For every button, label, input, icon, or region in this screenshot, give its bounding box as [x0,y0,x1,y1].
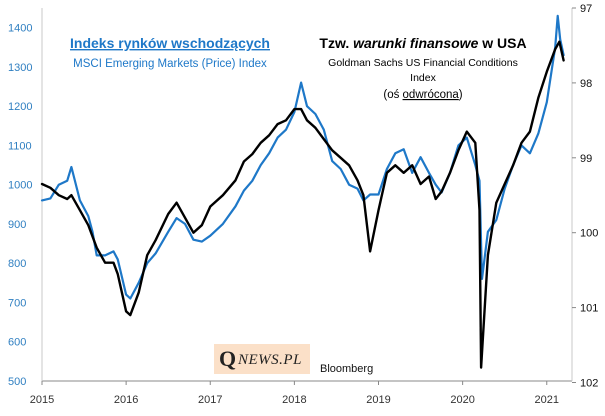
legend-black-note-suffix: ) [459,89,463,101]
series-layer [40,14,565,369]
right-tick-label: 101 [580,303,598,315]
legend-blue-title: Indeks rynków wschodzących [70,35,270,51]
legend-black-note-prefix: (oś [383,89,402,101]
right-tick-label: 98 [580,78,592,90]
legend-black-subtitle-2: Index [410,72,436,84]
legend-blue-subtitle: MSCI Emerging Markets (Price) Index [73,58,267,70]
logo-text: NEWS.PL [238,352,302,368]
right-axis-ticks: 97 98 99 100 101 102 [572,3,598,389]
left-tick-label: 600 [8,337,26,349]
right-tick-label: 99 [580,153,592,165]
left-tick-label: 1300 [8,62,32,74]
left-tick-label: 1000 [8,180,32,192]
right-tick-label: 102 [580,377,598,389]
right-tick-label: 97 [580,3,592,15]
left-tick-label: 500 [8,376,26,388]
x-tick-label: 2021 [535,394,559,406]
x-tick-label: 2016 [114,394,138,406]
legend-black: Tzw. warunki finansowe w USA Goldman Sac… [319,35,526,101]
legend-black-subtitle-1: Goldman Sachs US Financial Conditions [328,57,518,69]
legend-black-title-suffix: w USA [478,35,526,51]
left-tick-label: 800 [8,258,26,270]
legend-black-title: Tzw. warunki finansowe w USA [319,35,526,51]
legend-black-title-prefix: Tzw. [319,35,353,51]
legend-blue: Indeks rynków wschodzących MSCI Emerging… [70,35,270,70]
legend-black-note: (oś odwrócona) [383,89,462,101]
x-tick-label: 2019 [366,394,390,406]
left-tick-label: 1200 [8,101,32,113]
left-axis-ticks: 500 600 700 800 900 1000 1100 1200 1300 1400 [8,23,32,388]
x-tick-label: 2017 [198,394,222,406]
legend-black-title-italic: warunki finansowe [353,35,478,51]
series-line-gs-fci [40,40,565,369]
right-tick-label: 100 [580,228,598,240]
source-label: Bloomberg [320,363,373,375]
qnews-logo: Q NEWS.PL [214,344,310,374]
left-tick-label: 700 [8,297,26,309]
x-axis-ticks: 2015 2016 2017 2018 2019 2020 2021 [30,381,559,406]
x-tick-label: 2018 [282,394,306,406]
legend-black-note-underlined: odwrócona [403,89,460,101]
plot-frame [41,8,573,382]
left-tick-label: 1400 [8,23,32,35]
logo-q-letter: Q [219,346,237,371]
x-tick-label: 2020 [450,394,474,406]
left-tick-label: 1100 [8,140,32,152]
x-tick-label: 2015 [30,394,54,406]
left-tick-label: 900 [8,219,26,231]
